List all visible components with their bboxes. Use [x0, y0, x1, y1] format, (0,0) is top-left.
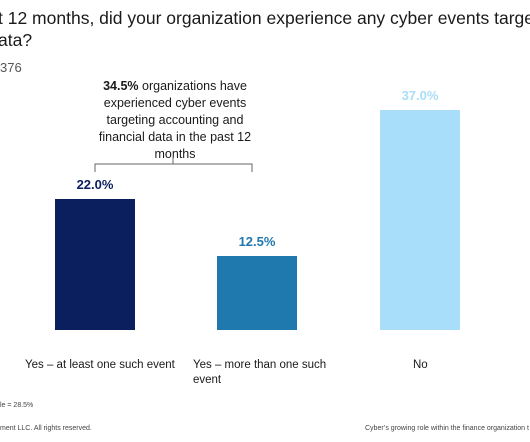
value-label: 12.5% — [238, 233, 276, 249]
footnote: le = 28.5% — [0, 402, 34, 409]
annotation: 34.5% organizations have experienced cyb… — [90, 78, 260, 163]
bar — [55, 199, 135, 330]
bar — [217, 255, 297, 330]
chart-title: ata? — [0, 30, 33, 50]
x-tick-label: Yes – more than one such event — [193, 359, 327, 386]
copyright: ment LLC. All rights reserved. — [0, 425, 92, 432]
value-label: 37.0% — [401, 88, 439, 103]
annotation-text: organizations have experienced cyber eve… — [98, 79, 252, 161]
x-tick-label: Yes – at least one such event — [25, 359, 175, 371]
value-label: 22.0% — [76, 177, 114, 193]
annotation-highlight: 34.5% — [103, 79, 139, 93]
footer-text: Cyber’s growing role within the finance … — [365, 425, 529, 432]
bar — [380, 110, 460, 330]
x-tick-label: No — [413, 359, 428, 371]
chart-title: t 12 months, did your organization exper… — [0, 8, 530, 28]
chart-subtitle: 376 — [0, 60, 22, 75]
